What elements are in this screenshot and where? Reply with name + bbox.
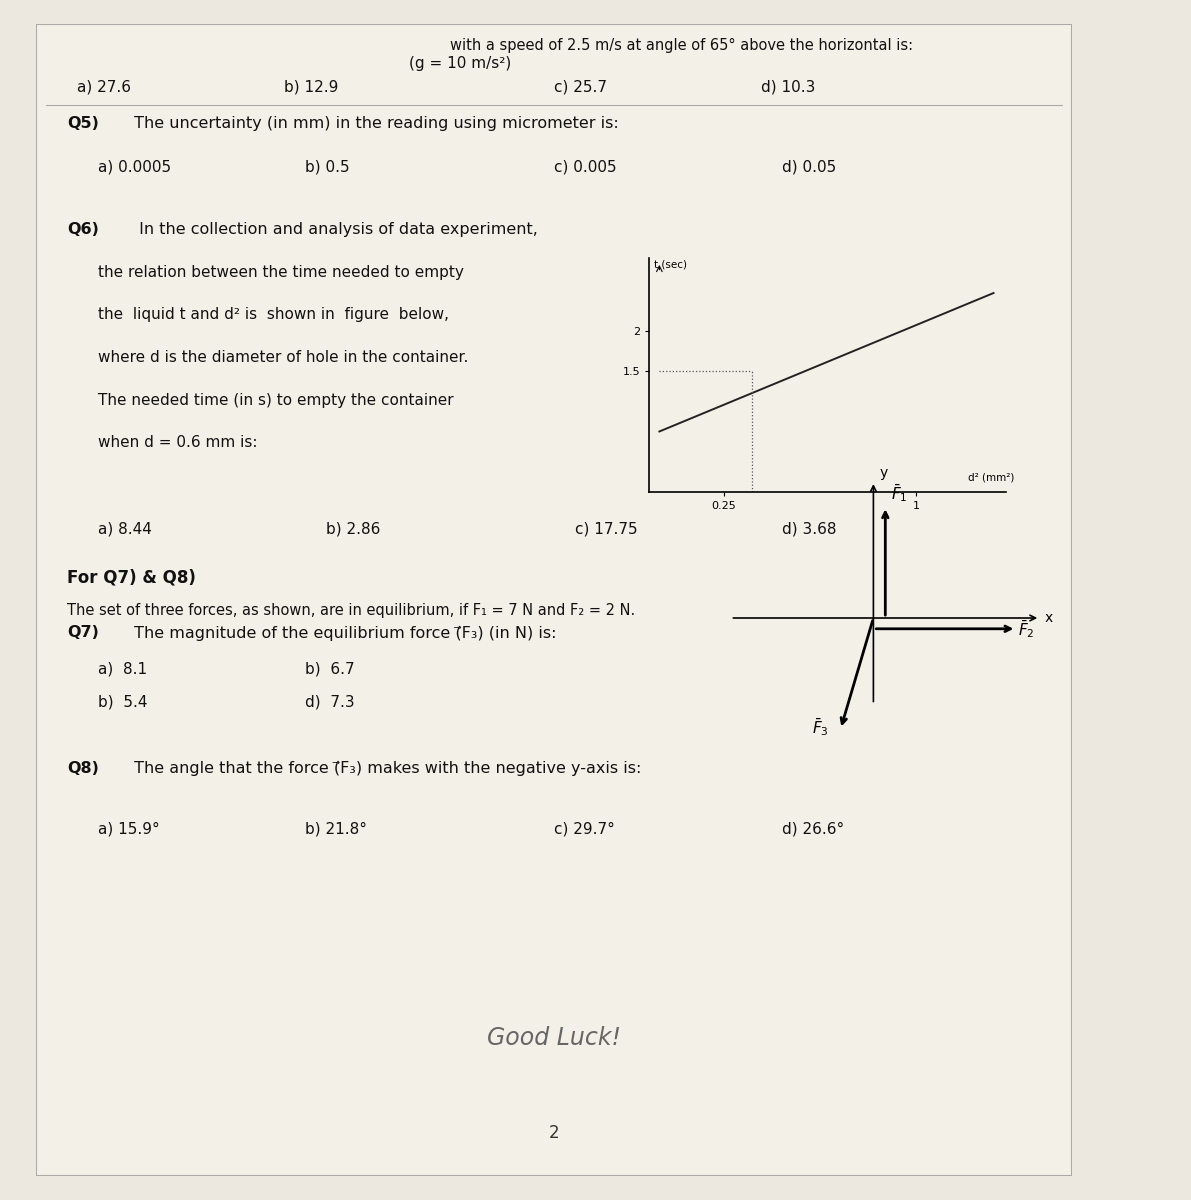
Text: Q7): Q7)	[67, 625, 99, 641]
Text: In the collection and analysis of data experiment,: In the collection and analysis of data e…	[135, 222, 538, 238]
Text: The set of three forces, as shown, are in equilibrium, if F₁ = 7 N and F₂ = 2 N.: The set of three forces, as shown, are i…	[67, 604, 635, 618]
Text: a) 0.0005: a) 0.0005	[98, 160, 172, 175]
Text: d)  7.3: d) 7.3	[305, 695, 355, 709]
Text: Good Luck!: Good Luck!	[487, 1026, 621, 1050]
Text: d) 0.05: d) 0.05	[781, 160, 836, 175]
Text: c) 25.7: c) 25.7	[554, 79, 607, 95]
Text: d) 26.6°: d) 26.6°	[781, 821, 844, 836]
Text: a)  8.1: a) 8.1	[98, 661, 146, 676]
Text: $\bar{F}_3$: $\bar{F}_3$	[812, 716, 829, 738]
Text: when d = 0.6 mm is:: when d = 0.6 mm is:	[98, 436, 257, 450]
Text: The uncertainty (in mm) in the reading using micrometer is:: The uncertainty (in mm) in the reading u…	[129, 116, 619, 131]
Text: The angle that the force (⃗F₃) makes with the negative y-axis is:: The angle that the force (⃗F₃) makes wit…	[129, 761, 642, 776]
Text: the relation between the time needed to empty: the relation between the time needed to …	[98, 265, 463, 280]
Text: b)  5.4: b) 5.4	[98, 695, 148, 709]
Text: where d is the diameter of hole in the container.: where d is the diameter of hole in the c…	[98, 350, 468, 365]
Text: y: y	[880, 466, 888, 480]
Text: c) 29.7°: c) 29.7°	[554, 821, 615, 836]
Text: a) 27.6: a) 27.6	[77, 79, 131, 95]
Text: The needed time (in s) to empty the container: The needed time (in s) to empty the cont…	[98, 392, 454, 408]
FancyBboxPatch shape	[36, 24, 1072, 1176]
Text: c) 0.005: c) 0.005	[554, 160, 617, 175]
Text: a) 8.44: a) 8.44	[98, 522, 151, 536]
Text: The magnitude of the equilibrium force (⃗F₃) (in N) is:: The magnitude of the equilibrium force (…	[129, 625, 556, 641]
Text: x: x	[1045, 611, 1053, 625]
Text: the  liquid t and d² is  shown in  figure  below,: the liquid t and d² is shown in figure b…	[98, 307, 449, 323]
Text: t (sec): t (sec)	[654, 259, 687, 270]
Text: $\bar{F}_2$: $\bar{F}_2$	[1018, 618, 1035, 640]
Text: d) 10.3: d) 10.3	[761, 79, 816, 95]
Text: c) 17.75: c) 17.75	[574, 522, 637, 536]
Text: 2: 2	[549, 1124, 559, 1142]
Text: a) 15.9°: a) 15.9°	[98, 821, 160, 836]
Text: d² (mm²): d² (mm²)	[968, 473, 1014, 482]
Text: b) 0.5: b) 0.5	[305, 160, 350, 175]
Text: b) 12.9: b) 12.9	[285, 79, 338, 95]
Text: Q8): Q8)	[67, 761, 99, 776]
Text: (g = 10 m/s²): (g = 10 m/s²)	[409, 56, 511, 71]
Text: $\bar{F}_1$: $\bar{F}_1$	[891, 482, 908, 504]
Text: b) 21.8°: b) 21.8°	[305, 821, 367, 836]
Text: Q5): Q5)	[67, 116, 99, 131]
Text: Q6): Q6)	[67, 222, 99, 238]
Text: d) 3.68: d) 3.68	[781, 522, 836, 536]
Text: with a speed of 2.5 m/s at angle of 65° above the horizontal is:: with a speed of 2.5 m/s at angle of 65° …	[450, 38, 913, 53]
Text: For Q7) & Q8): For Q7) & Q8)	[67, 569, 195, 587]
Text: b) 2.86: b) 2.86	[326, 522, 380, 536]
Text: b)  6.7: b) 6.7	[305, 661, 355, 676]
